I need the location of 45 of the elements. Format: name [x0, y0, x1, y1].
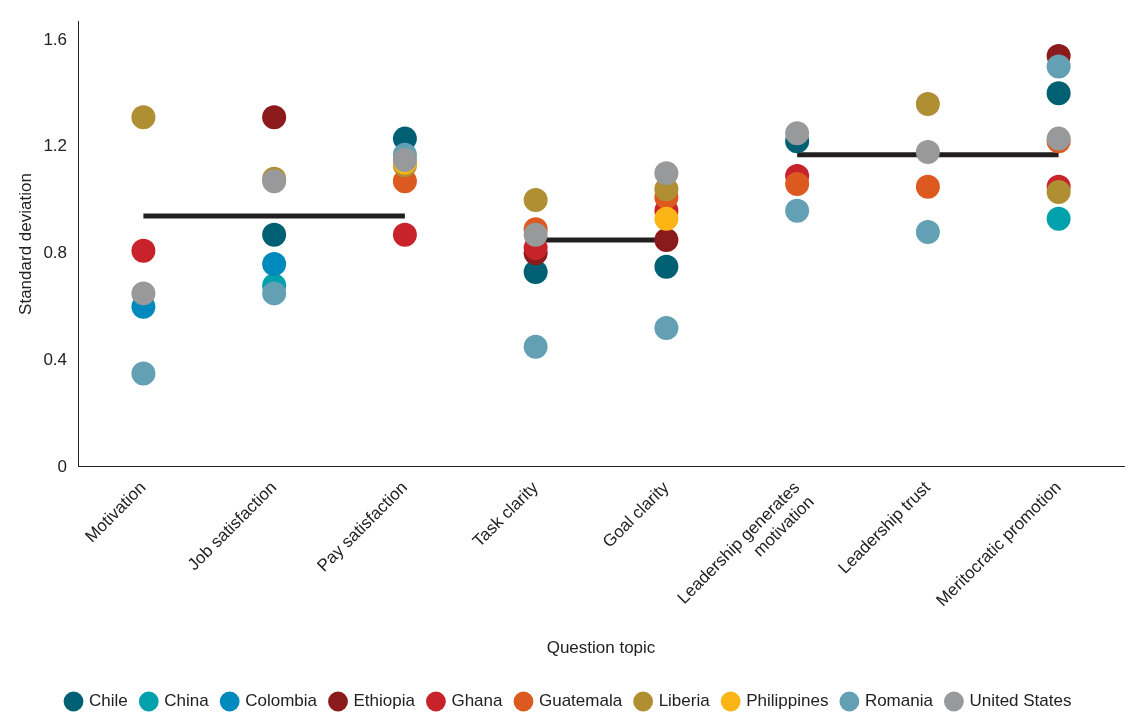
x-axis-title: Question topic [546, 638, 656, 658]
point [915, 220, 940, 245]
point [915, 91, 940, 116]
y-tick-label: 0 [57, 456, 68, 476]
y-tick-label: 1.2 [43, 136, 68, 156]
point [1046, 206, 1071, 231]
point [1046, 179, 1071, 204]
y-axis-title: Standard deviation [15, 173, 35, 315]
y-tick-label: 0.8 [43, 243, 68, 263]
point [785, 121, 810, 146]
point [785, 171, 810, 196]
legend-label: United States [969, 691, 1072, 711]
y-tick-label: 0.4 [43, 349, 68, 369]
point [785, 198, 810, 223]
point [523, 187, 548, 212]
legend-label: Liberia [658, 691, 711, 711]
point [654, 206, 679, 231]
point [523, 334, 548, 359]
point [392, 222, 417, 247]
point [654, 316, 679, 341]
legend-label: Colombia [245, 691, 318, 711]
point [1046, 81, 1071, 106]
legend-label: Ghana [451, 691, 504, 711]
legend-label: Romania [864, 691, 934, 711]
legend-label: Guatemala [538, 691, 623, 711]
point [131, 281, 156, 306]
legend-label: Chile [89, 691, 128, 711]
point [654, 161, 679, 186]
point [131, 238, 156, 263]
point [131, 361, 156, 386]
point [262, 222, 287, 247]
point [131, 105, 156, 130]
point [915, 174, 940, 199]
point [654, 228, 679, 253]
point [915, 139, 940, 164]
point [654, 254, 679, 279]
legend-label: Ethiopia [353, 691, 416, 711]
point [262, 105, 287, 130]
legend-label: China [164, 691, 210, 711]
point [262, 281, 287, 306]
y-tick-label: 1.6 [43, 29, 68, 49]
point [1046, 54, 1071, 79]
point [262, 252, 287, 277]
legend-label: Philippines [746, 691, 829, 711]
point [523, 222, 548, 247]
